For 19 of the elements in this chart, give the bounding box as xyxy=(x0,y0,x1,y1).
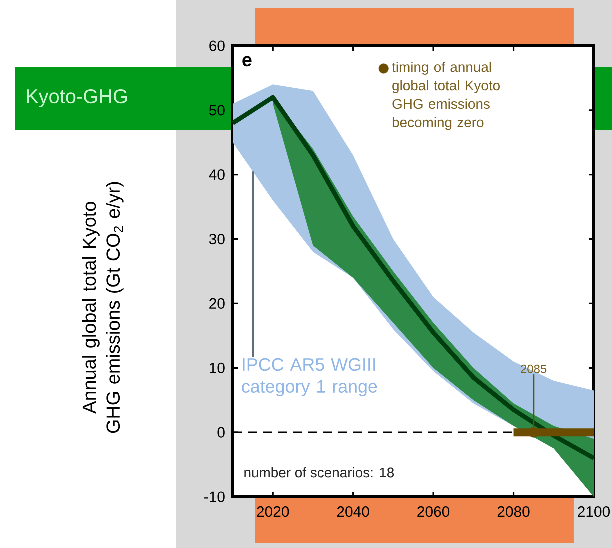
legend-label: timing of annual global total Kyoto GHG emissions becoming zero xyxy=(392,62,500,130)
x-tick-label: 2060 xyxy=(418,506,450,518)
annotation: number of scenarios: 18 xyxy=(244,467,394,478)
y-tick-label: 30 xyxy=(209,234,225,245)
legend-label: IPCC AR5 WGIII category 1 range xyxy=(242,358,378,397)
text: Kyoto-GHG xyxy=(27,89,127,108)
y-tick-label: 0 xyxy=(218,427,225,438)
annotation: e xyxy=(242,56,252,67)
x-tick-label: 2020 xyxy=(257,506,290,518)
x-tick-label: 2080 xyxy=(498,506,530,518)
y-tick-label: 10 xyxy=(210,362,225,374)
y-tick-label: -10 xyxy=(204,492,225,502)
y-tick-label: 20 xyxy=(210,298,225,309)
annotation: 2085 xyxy=(521,364,547,374)
x-tick-label: 2040 xyxy=(337,506,370,518)
x-tick-label: 2100 xyxy=(578,506,610,518)
y-tick-label: 60 xyxy=(210,40,225,52)
y-tick-label: 40 xyxy=(209,170,225,180)
y-tick-label: 50 xyxy=(209,105,225,116)
